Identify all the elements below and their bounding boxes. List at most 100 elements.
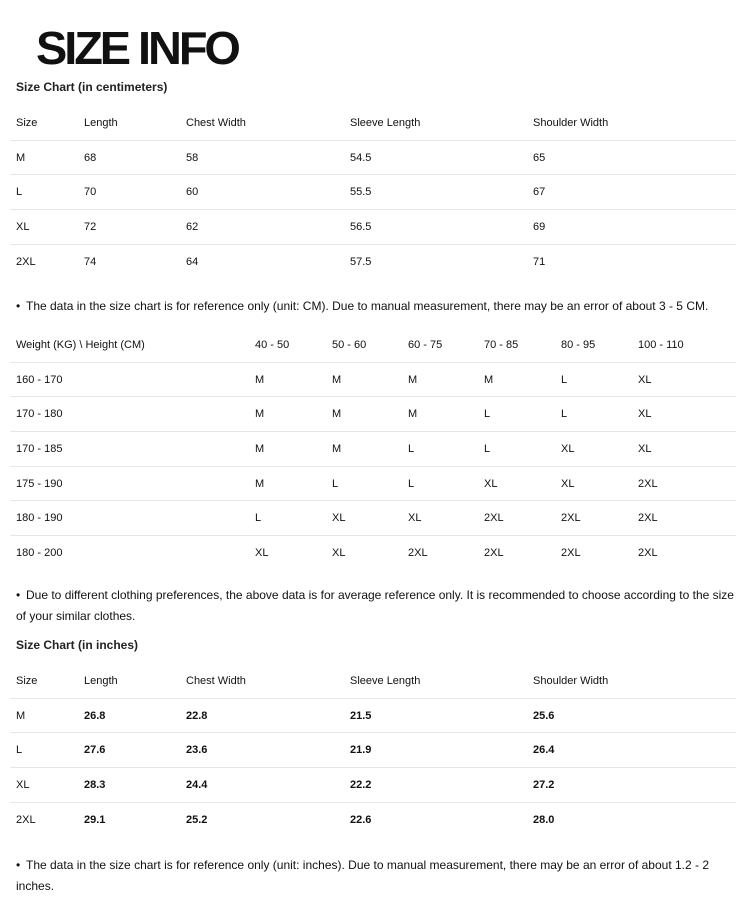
table-row: 2XL 29.1 25.2 22.6 28.0	[10, 802, 736, 836]
table-cell: 22.6	[350, 813, 372, 826]
table-cell: XL	[326, 500, 402, 537]
column-header: Shoulder Width	[527, 664, 736, 699]
cm-size-table: Size Length Chest Width Sleeve Length Should…	[10, 106, 736, 278]
table-cell: 24.4	[180, 767, 344, 803]
table-cell: 2XL	[16, 813, 36, 826]
table-cell: 160 - 170	[10, 362, 249, 398]
column-header: Size	[10, 106, 78, 141]
table-cell: L	[249, 500, 326, 537]
table-cell: 22.2	[344, 767, 527, 803]
table-cell: M	[249, 466, 326, 502]
table-cell: L	[555, 396, 632, 433]
table-cell: 22.8	[180, 698, 344, 734]
table-cell: 27.6	[78, 732, 180, 769]
table-cell: 28.3	[78, 767, 180, 803]
table-cell: M	[249, 396, 326, 433]
note-preferences: • Due to different clothing preferences, …	[16, 588, 734, 623]
table-cell: XL	[632, 396, 736, 433]
table-header-row: Size Length Chest Width Sleeve Length Should…	[10, 664, 736, 699]
table-cell: M	[249, 431, 326, 467]
table-cell: 180 - 200	[16, 546, 63, 559]
table-cell: 60	[180, 174, 344, 211]
table-cell: 64	[186, 255, 199, 268]
table-cell: L	[478, 396, 555, 433]
table-cell: 2XL	[561, 546, 581, 559]
table-row: L 70 60 55.5 67	[10, 174, 736, 211]
table-cell: 2XL	[632, 466, 736, 502]
column-header: Chest Width	[180, 106, 344, 141]
table-cell: 26.8	[78, 698, 180, 734]
table-cell: 71	[533, 255, 546, 268]
table-cell: L	[10, 174, 78, 211]
column-header: Sleeve Length	[344, 106, 527, 141]
table-row: 180 - 190 L XL XL 2XL 2XL 2XL	[10, 500, 736, 537]
table-cell: 21.5	[344, 698, 527, 734]
table-cell: M	[402, 396, 478, 433]
table-cell: 56.5	[344, 209, 527, 245]
table-row: 175 - 190 M L L XL XL 2XL	[10, 466, 736, 502]
table-cell: 55.5	[344, 174, 527, 211]
note-inches: • The data in the size chart is for refer…	[16, 858, 710, 893]
table-cell: 170 - 180	[10, 396, 249, 433]
column-header: 50 - 60	[326, 328, 402, 363]
table-cell: L	[402, 431, 478, 467]
table-cell: XL	[478, 466, 555, 502]
table-row: XL 28.3 24.4 22.2 27.2	[10, 767, 736, 803]
table-cell: 54.5	[344, 140, 527, 176]
table-cell: XL	[10, 767, 78, 803]
table-row: M 68 58 54.5 65	[10, 140, 736, 176]
column-header: 40 - 50	[249, 328, 326, 363]
table-cell: XL	[632, 362, 736, 398]
column-header: Chest Width	[180, 664, 344, 699]
table-cell: 2XL	[16, 255, 36, 268]
inch-size-table: Size Length Chest Width Sleeve Length Should…	[10, 664, 736, 836]
page-title: SIZE INFO	[36, 22, 241, 74]
table-cell: 26.4	[527, 732, 736, 769]
table-cell: 175 - 190	[10, 466, 249, 502]
table-cell: 27.2	[527, 767, 736, 803]
table-cell: XL	[255, 546, 269, 559]
table-cell: 28.0	[533, 813, 555, 826]
table-cell: 69	[527, 209, 736, 245]
table-cell: XL	[555, 431, 632, 467]
table-cell: M	[326, 396, 402, 433]
table-row: M 26.8 22.8 21.5 25.6	[10, 698, 736, 734]
table-cell: XL	[402, 500, 478, 537]
table-cell: 180 - 190	[10, 500, 249, 537]
table-cell: 58	[180, 140, 344, 176]
table-header-row: Size Length Chest Width Sleeve Length Should…	[10, 106, 736, 141]
table-cell: 25.2	[186, 813, 208, 826]
table-row: XL 72 62 56.5 69	[10, 209, 736, 245]
table-cell: 2XL	[478, 500, 555, 537]
table-header-row: Weight (KG) \ Height (CM) 40 - 50 50 - 60 6…	[10, 328, 736, 363]
table-cell: XL	[555, 466, 632, 502]
column-header: 100 - 110	[632, 328, 736, 363]
column-header: 80 - 95	[555, 328, 632, 363]
column-header: Sleeve Length	[344, 664, 527, 699]
table-cell: 68	[78, 140, 180, 176]
column-header: 60 - 75	[402, 328, 478, 363]
table-cell: 2XL	[484, 546, 504, 559]
table-row: 160 - 170 M M M M L XL	[10, 362, 736, 398]
table-cell: XL	[632, 431, 736, 467]
table-cell: 65	[527, 140, 736, 176]
inch-heading: Size Chart (in inches)	[16, 638, 139, 652]
table-cell: M	[402, 362, 478, 398]
table-cell: 25.6	[527, 698, 736, 734]
table-cell: M	[10, 140, 78, 176]
table-cell: 2XL	[555, 500, 632, 537]
table-cell: XL	[332, 546, 346, 559]
table-cell: 23.6	[180, 732, 344, 769]
table-cell: 70	[78, 174, 180, 211]
table-cell: L	[326, 466, 402, 502]
table-cell: 72	[78, 209, 180, 245]
table-row: 170 - 180 M M M L L XL	[10, 396, 736, 433]
table-cell: M	[10, 698, 78, 734]
column-header: Weight (KG) \ Height (CM)	[10, 328, 249, 363]
note-cm: • The data in the size chart is for refer…	[16, 299, 709, 313]
table-cell: 67	[527, 174, 736, 211]
table-row: L 27.6 23.6 21.9 26.4	[10, 732, 736, 769]
table-cell: M	[478, 362, 555, 398]
table-cell: 2XL	[408, 546, 428, 559]
table-cell: L	[478, 431, 555, 467]
